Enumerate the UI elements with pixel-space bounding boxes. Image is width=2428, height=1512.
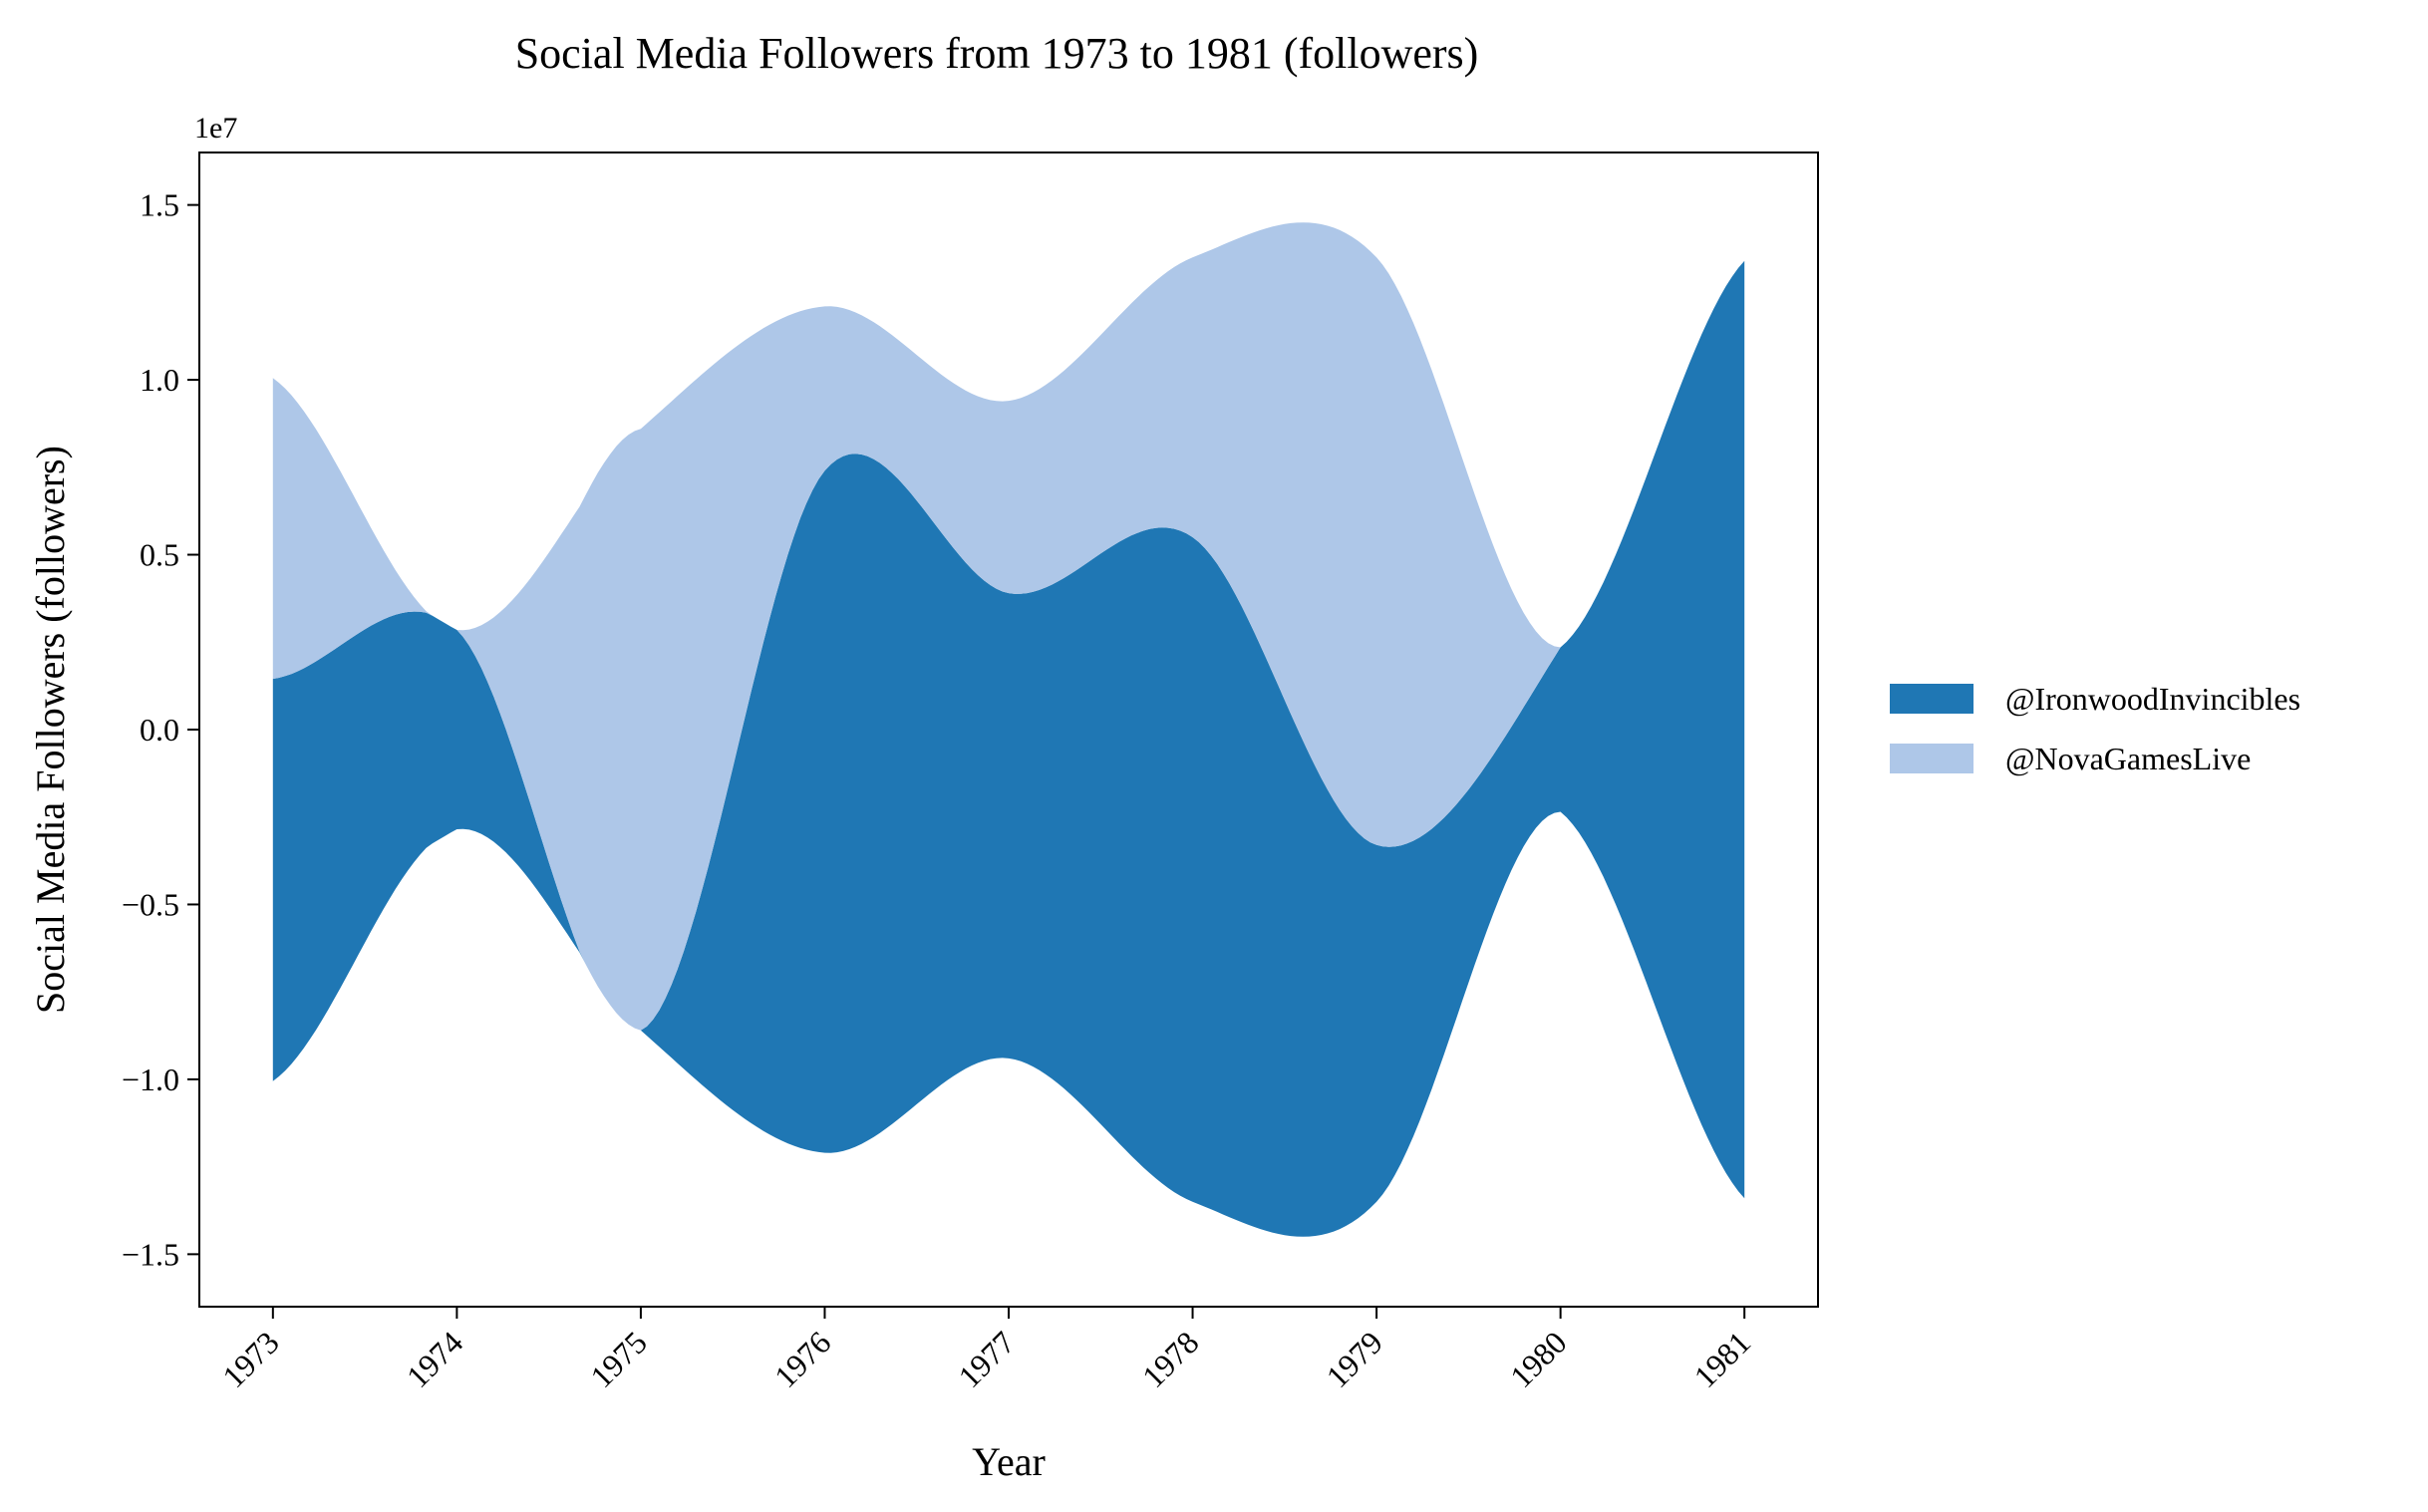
x-tick-label: 1976 (767, 1324, 838, 1394)
y-tick-label: 0.5 (140, 537, 179, 573)
x-tick-label: 1978 (1135, 1324, 1206, 1394)
y-tick-label: −1.0 (122, 1061, 179, 1097)
y-offset-label: 1e7 (194, 112, 237, 145)
y-axis-label: Social Media Followers (followers) (28, 446, 73, 1014)
legend-label: @NovaGamesLive (2005, 741, 2251, 776)
x-tick-label: 1975 (583, 1324, 654, 1394)
chart-title: Social Media Followers from 1973 to 1981… (515, 29, 1479, 78)
stream-layers (272, 222, 1745, 1237)
x-tick-label: 1979 (1319, 1324, 1389, 1394)
x-tick-label: 1974 (400, 1324, 470, 1394)
stream-novagameslive (272, 222, 1745, 1031)
y-tick-label: 1.5 (140, 187, 179, 223)
y-tick-label: −0.5 (122, 886, 179, 922)
x-axis: 1973 1974 1975 1976 1977 1978 1979 1980 1981 (215, 1307, 1757, 1394)
stream-ironwoodinvincibles (272, 260, 1745, 1237)
legend-label: @IronwoodInvincibles (2005, 681, 2300, 717)
legend-swatch (1890, 684, 1973, 714)
x-tick-label: 1980 (1503, 1324, 1574, 1394)
x-tick-label: 1973 (215, 1324, 286, 1394)
y-axis: −1.5 −1.0 −0.5 0.0 0.5 1.0 1.5 (122, 187, 199, 1272)
legend: @IronwoodInvincibles @NovaGamesLive (1890, 681, 2300, 776)
x-axis-label: Year (972, 1439, 1046, 1484)
legend-swatch (1890, 744, 1973, 773)
y-tick-label: 0.0 (140, 712, 179, 748)
y-tick-label: 1.0 (140, 362, 179, 398)
y-tick-label: −1.5 (122, 1236, 179, 1272)
x-tick-label: 1981 (1686, 1324, 1757, 1394)
x-tick-label: 1977 (951, 1324, 1022, 1394)
